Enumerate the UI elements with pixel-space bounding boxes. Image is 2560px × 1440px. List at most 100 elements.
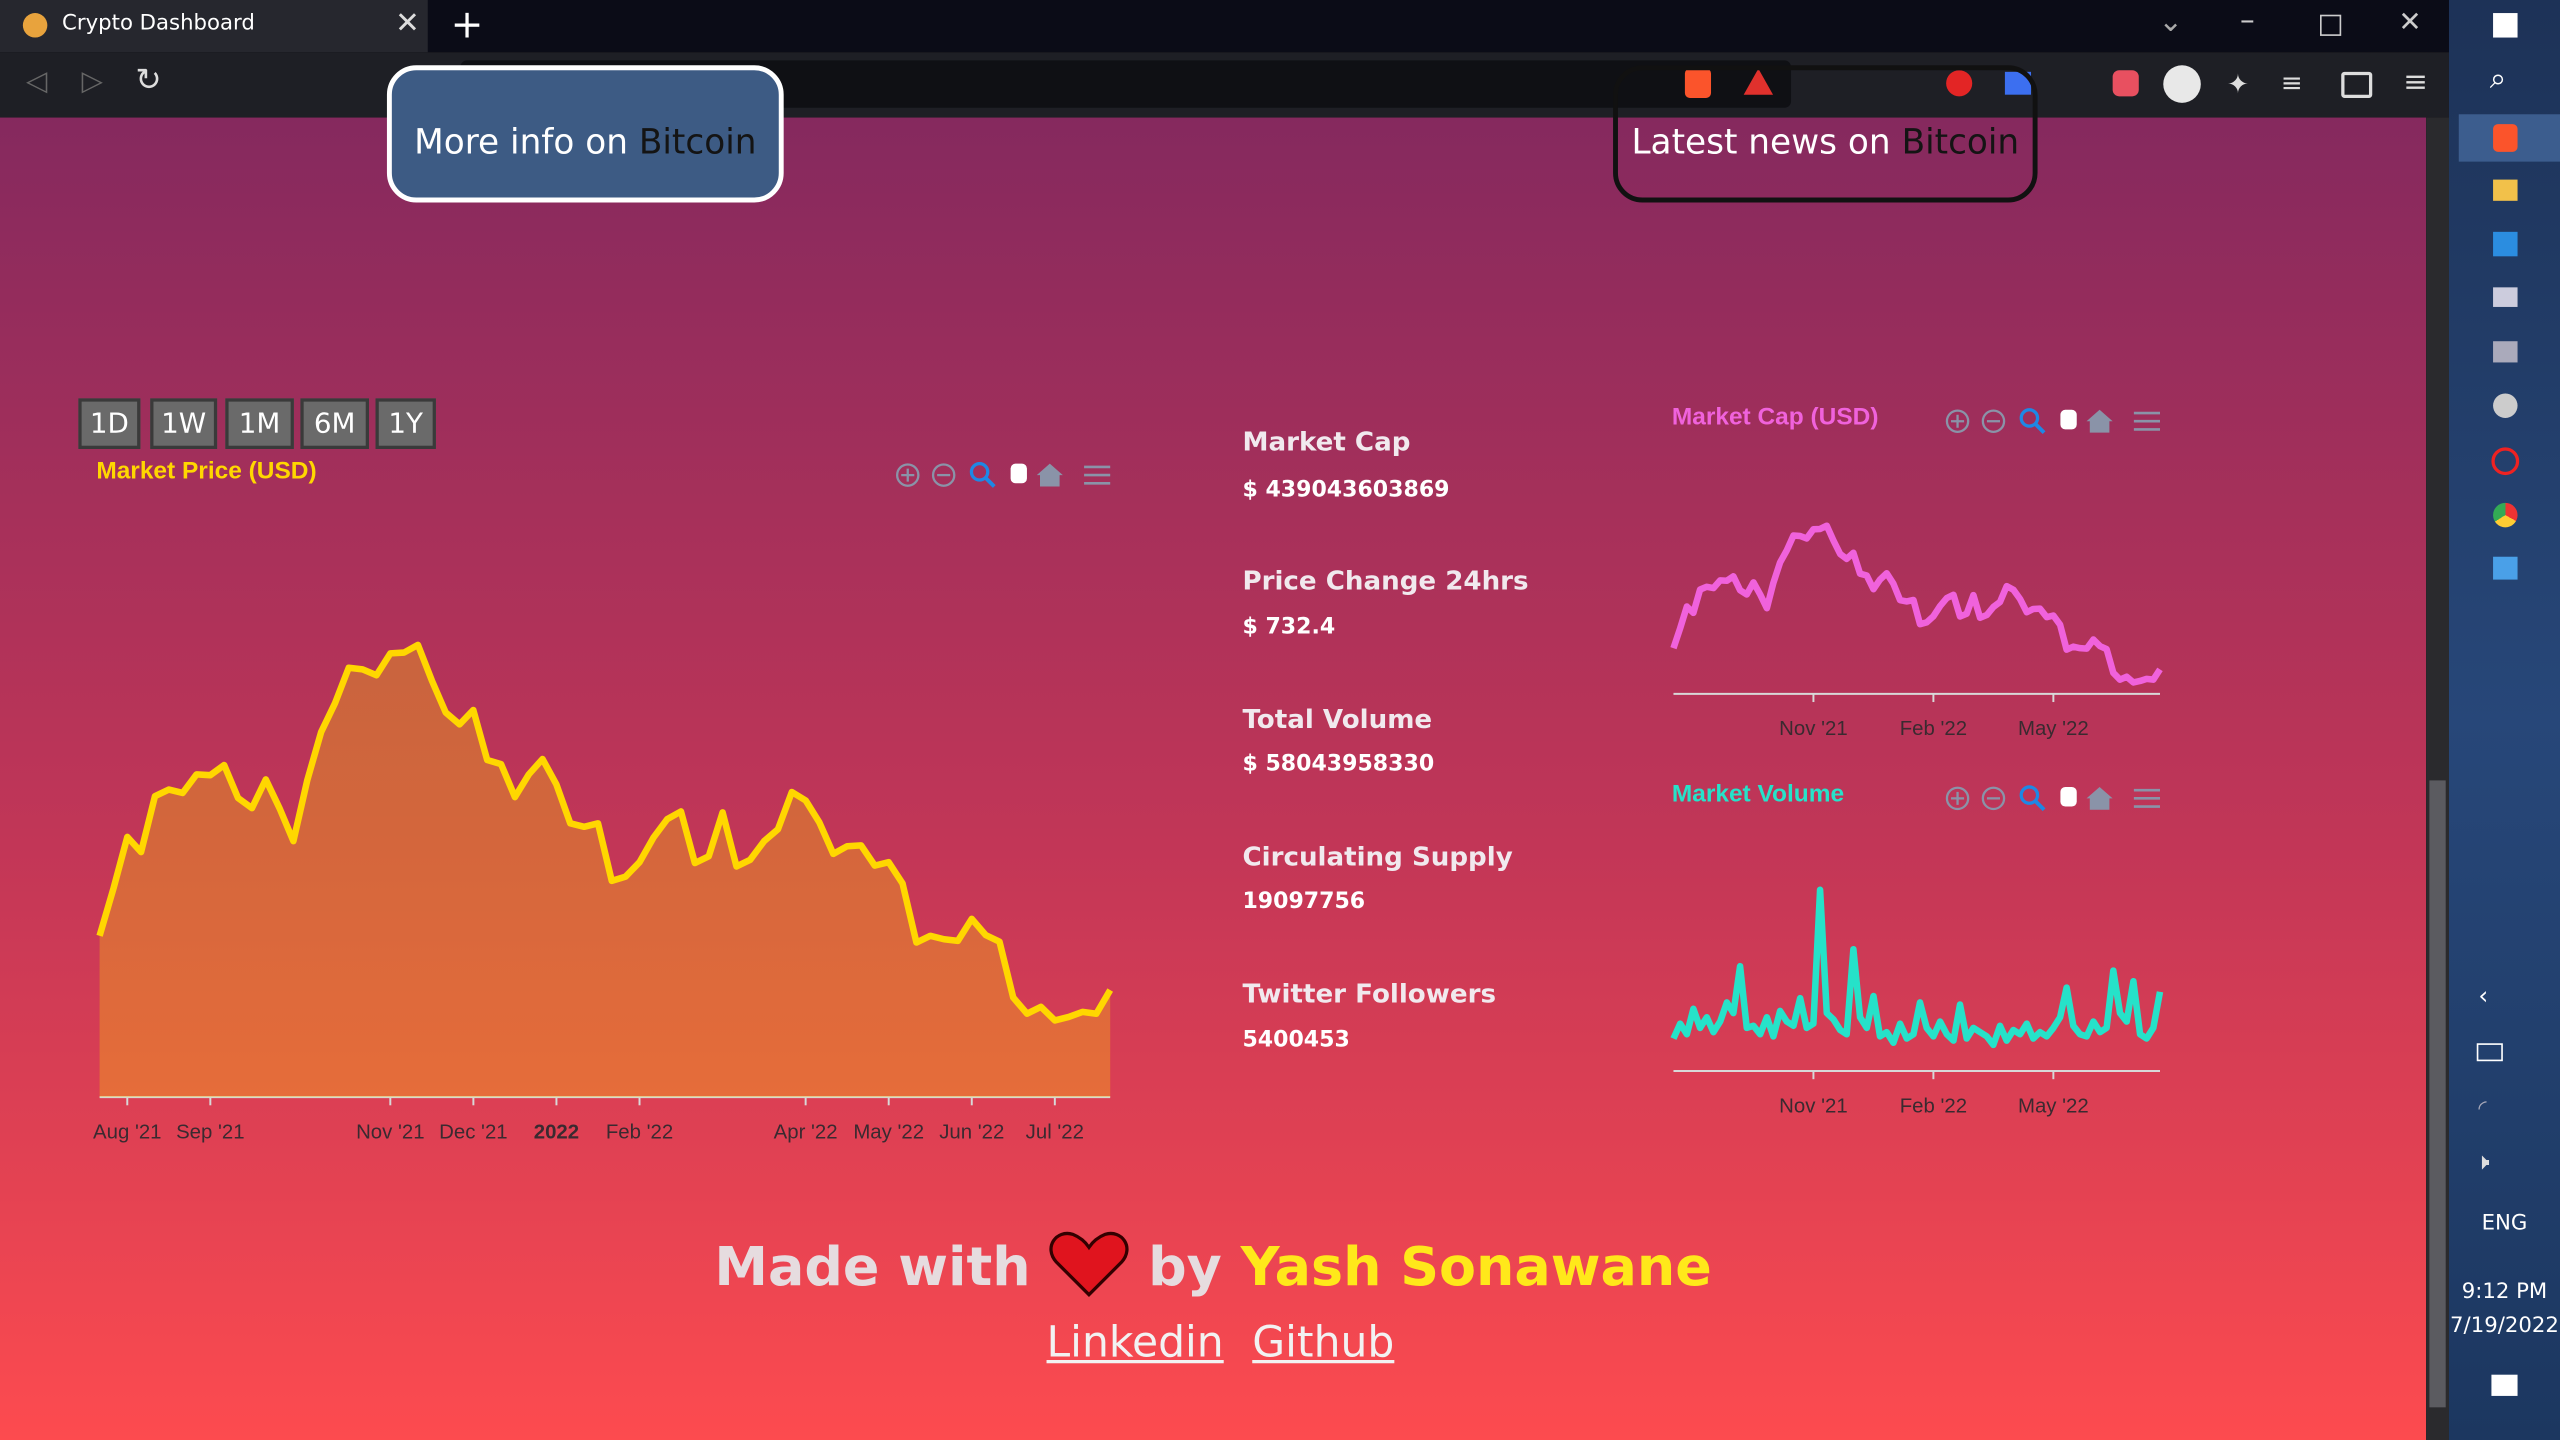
zoom-in-icon[interactable] (895, 463, 920, 487)
scroll-thumb[interactable] (2429, 780, 2446, 1408)
footer-text: Made with (714, 1233, 1031, 1298)
extension[interactable] (2112, 70, 2139, 97)
button-text: Latest news on (1631, 122, 1891, 162)
language[interactable]: ENG (2481, 1211, 2528, 1236)
clock-date[interactable]: 7/19/2022 (2450, 1314, 2559, 1339)
zoom-select-icon (969, 462, 990, 482)
home-icon (2086, 786, 2113, 810)
menu[interactable]: ≡ (2403, 65, 2428, 100)
zoom-select-icon (2019, 408, 2040, 428)
page-background (0, 117, 2427, 1440)
notifications[interactable] (2491, 1374, 2518, 1396)
data-line (96, 641, 1114, 1024)
zoom-out-icon (931, 463, 956, 487)
volume-icon[interactable]: 🕨 (2475, 1149, 2490, 1176)
zoom-in-icon (901, 468, 915, 482)
range-button[interactable]: 1Y (375, 398, 436, 449)
brave-rewards[interactable] (1743, 68, 1774, 95)
x-tick-label: May '22 (853, 1121, 924, 1143)
zoom-in-icon (1951, 791, 1965, 805)
app-icon[interactable] (2493, 393, 2518, 418)
pan-icon (1010, 463, 1027, 484)
news-button[interactable]: Latest news on Bitcoin (1613, 65, 2038, 203)
x-tick-label: Sep '21 (176, 1121, 245, 1143)
wallet[interactable] (2341, 71, 2373, 98)
chart-title: Market Cap (USD) (1672, 403, 1879, 430)
stat-value: $ 732.4 (1242, 613, 1336, 640)
zoom-select-icon (2034, 423, 2046, 435)
app-icon[interactable] (2491, 447, 2520, 476)
x-tick-label: Aug '21 (93, 1121, 162, 1143)
zoom-in-icon[interactable] (1945, 409, 1970, 433)
zoom-out-icon (1981, 786, 2006, 811)
extensions-menu[interactable]: ✦ (2226, 68, 2249, 100)
app-icon[interactable] (2493, 287, 2518, 307)
stat-value: $ 439043603869 (1242, 476, 1450, 503)
chart-toolbar (895, 462, 1111, 488)
x-tick-label: Feb '22 (1900, 718, 1967, 740)
back-button[interactable]: ◁ (26, 65, 48, 98)
range-button[interactable]: 1M (225, 398, 294, 449)
browser-tab[interactable] (0, 0, 428, 53)
more-info-button[interactable]: More info on Bitcoin (386, 65, 784, 203)
stat-value: $ 58043958330 (1242, 751, 1435, 778)
new-tab[interactable]: + (450, 1, 484, 48)
tab-close[interactable]: ✕ (395, 6, 420, 41)
home-icon (1036, 463, 1063, 487)
close-window[interactable]: ✕ (2398, 6, 2422, 40)
reload-button[interactable]: ↻ (135, 62, 162, 98)
restore[interactable] (2320, 14, 2342, 36)
menu-icon (2133, 411, 2160, 431)
coin-name: Bitcoin (638, 122, 757, 162)
app-icon[interactable] (2493, 124, 2518, 152)
tab-list[interactable]: ⌄ (2158, 4, 2184, 40)
tray-chevron[interactable]: ‹ (2478, 981, 2489, 1011)
minimize[interactable]: – (2240, 3, 2255, 38)
range-button[interactable]: 6M (300, 398, 369, 449)
range-button[interactable]: 1W (150, 398, 218, 449)
zoom-select-icon (984, 476, 996, 488)
app-icon[interactable] (2493, 179, 2518, 201)
stat-value: 19097756 (1242, 888, 1366, 915)
brave-shield[interactable] (1684, 68, 1712, 98)
extension[interactable] (1946, 70, 1973, 97)
area-fill (99, 644, 1111, 1098)
x-tick-label: May '22 (2018, 1095, 2089, 1117)
linkedin-link[interactable]: Linkedin (1046, 1319, 1224, 1369)
playlist[interactable]: ≡ (2280, 66, 2303, 98)
charts: Market Price (USD) Aug '21 Sep '21 Nov '21 D… (93, 403, 2164, 1143)
footer-text: by (1148, 1233, 1222, 1298)
range-button[interactable]: 1D (78, 398, 141, 449)
x-tick-label: Feb '22 (1900, 1095, 1967, 1117)
chart-title: Market Price (USD) (96, 457, 316, 484)
home-icon (2086, 409, 2113, 433)
coin-name: Bitcoin (1901, 122, 2020, 162)
heart-icon (1049, 1231, 1129, 1298)
github-link[interactable]: Github (1252, 1319, 1395, 1369)
stat-label: Market Cap (1242, 426, 1411, 458)
x-tick-label: May '22 (2018, 718, 2089, 740)
chart-toolbar (1945, 408, 2160, 435)
stat-label: Total Volume (1242, 703, 1433, 735)
start-button[interactable] (2493, 13, 2518, 38)
favicon (22, 13, 48, 38)
stat-value: 5400453 (1242, 1026, 1350, 1054)
forward-button[interactable]: ▷ (81, 65, 103, 98)
clock-time[interactable]: 9:12 PM (2461, 1280, 2548, 1305)
battery-icon[interactable] (2476, 1043, 2503, 1062)
app-icon[interactable] (2493, 556, 2518, 580)
profile[interactable] (2163, 65, 2201, 103)
footer-credit: Made with by Yash Sonawane (0, 1229, 2426, 1301)
network-icon[interactable]: ◜ (2478, 1097, 2487, 1122)
app-icon[interactable] (2493, 341, 2518, 363)
x-tick-label: 2022 (534, 1121, 579, 1143)
data-line (1670, 522, 2163, 686)
app-icon[interactable] (2493, 231, 2518, 257)
button-text: More info on (414, 122, 628, 162)
app-icon[interactable] (2493, 502, 2518, 528)
zoom-in-icon[interactable] (1945, 786, 1970, 811)
search-button[interactable]: ⌕ (2489, 62, 2507, 97)
